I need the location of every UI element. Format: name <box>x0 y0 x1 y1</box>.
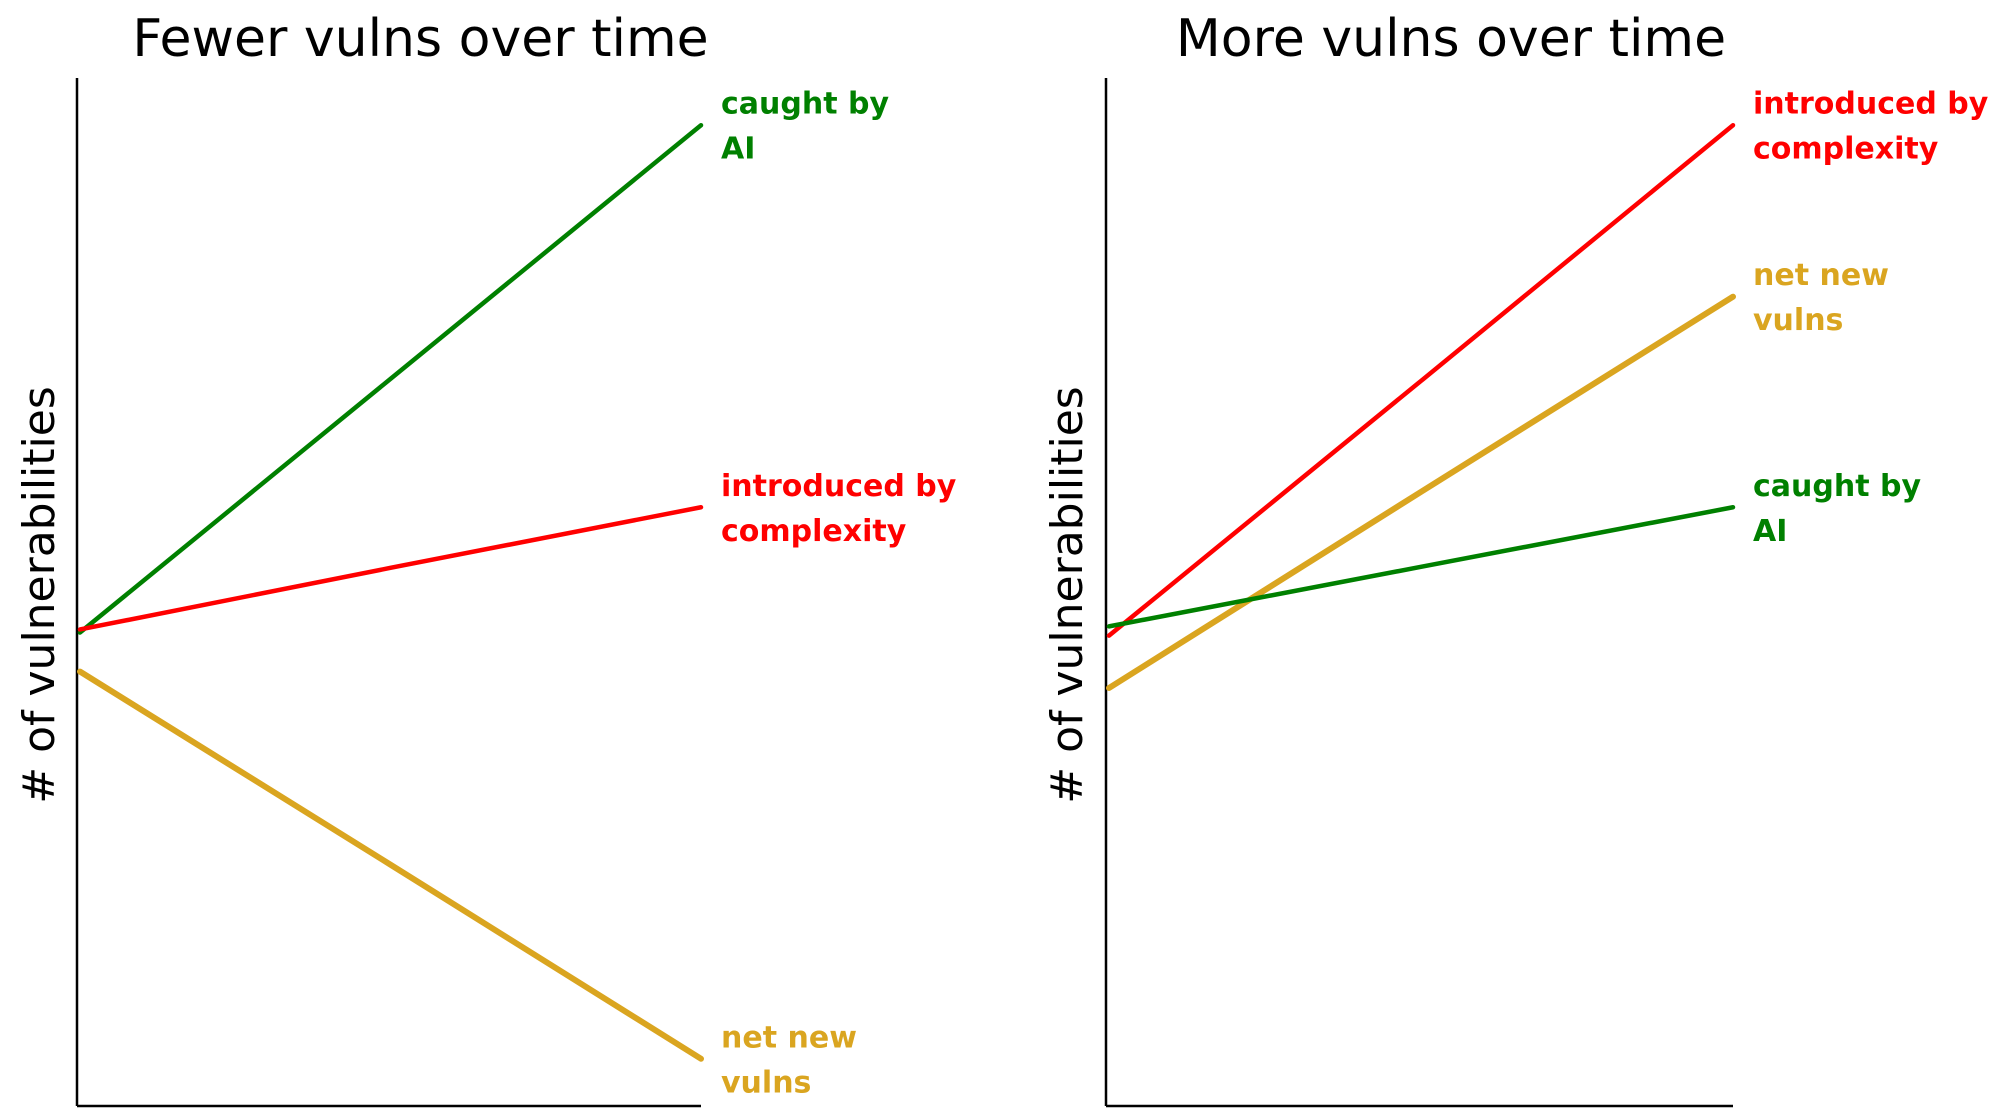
line <box>77 505 704 632</box>
line-label: AI <box>1753 514 1787 549</box>
line <box>1106 293 1736 692</box>
line-label: net new <box>1753 258 1889 293</box>
line-label: complexity <box>1753 132 1939 167</box>
y-axis-label: # of vulnerabilities <box>14 386 65 803</box>
line-label: vulns <box>721 1065 811 1100</box>
line-label: AI <box>721 132 755 167</box>
line <box>1106 122 1736 638</box>
line <box>77 122 704 635</box>
chart-title: More vulns over time <box>1176 9 1726 69</box>
line-label: net new <box>721 1020 857 1055</box>
line-label: complexity <box>721 514 907 549</box>
line <box>77 668 704 1062</box>
line <box>1106 505 1736 629</box>
line-label: introduced by <box>721 469 957 504</box>
y-axis-label: # of vulnerabilities <box>1042 386 1093 803</box>
line-label: caught by <box>721 87 889 122</box>
chart-title: Fewer vulns over time <box>132 9 708 69</box>
line-label: vulns <box>1753 303 1843 338</box>
line-label: introduced by <box>1753 87 1989 122</box>
line-label: caught by <box>1753 469 1921 504</box>
